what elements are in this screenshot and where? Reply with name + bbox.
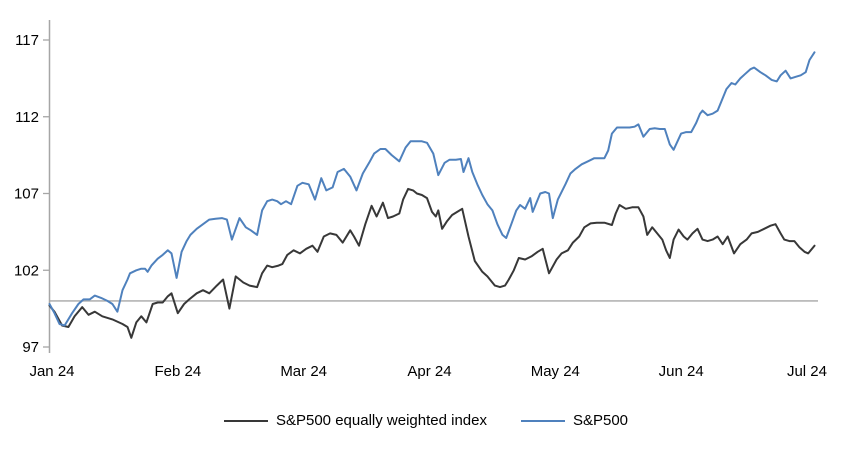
legend-line-swatch-equal-weighted [223,419,268,422]
legend-label-equal-weighted: S&P500 equally weighted index [275,412,487,429]
y-axis-tick-label: 107 [14,186,39,203]
legend-label-sp500: S&P500 [572,412,629,429]
x-axis-tick-label: Jan 24 [29,363,74,380]
y-axis-tick-label: 112 [15,109,39,126]
x-axis-tick-label: Mar 24 [280,363,327,380]
x-axis-tick-label: Jul 24 [787,363,827,380]
series-line-sp500 [48,51,816,327]
x-axis-tick-label: May 24 [531,363,580,380]
x-axis-tick-label: Apr 24 [407,363,451,380]
y-axis-tick-label: 97 [22,339,39,356]
x-axis-tick-label: Jun 24 [659,363,704,380]
y-axis-tick-label: 102 [14,262,39,279]
legend-line-swatch-sp500 [520,419,565,422]
series-line-equal-weighted [48,187,816,339]
chart-legend: S&P500 equally weighted index S&P500 [0,412,852,429]
legend-item-equal-weighted: S&P500 equally weighted index [223,412,487,429]
x-axis-tick-label: Feb 24 [154,363,201,380]
line-chart: 97 102 107 112 117 Jan 24 Feb 24 Mar 24 Apr 24 Ma… [14,20,827,380]
y-axis-tick-label: 117 [15,32,39,49]
legend-item-sp500: S&P500 [520,412,629,429]
